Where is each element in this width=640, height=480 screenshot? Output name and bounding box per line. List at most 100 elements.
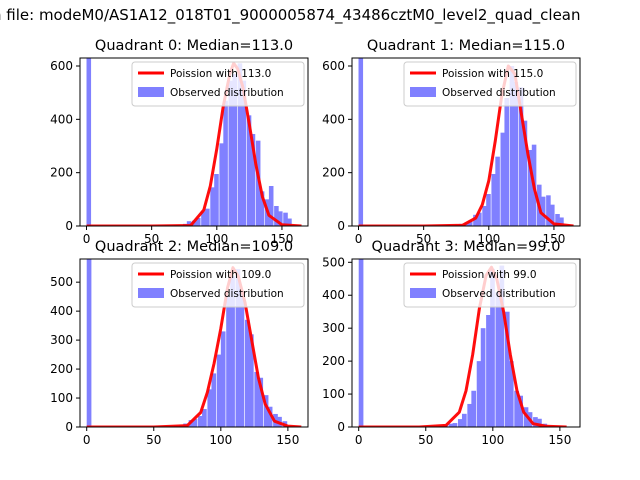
legend-frame	[403, 61, 577, 107]
histogram-bar	[490, 268, 495, 427]
histogram-bar	[263, 395, 269, 427]
histogram-bar	[467, 220, 473, 226]
axes-frame	[79, 258, 309, 428]
y-tick-label: 100	[322, 387, 345, 401]
histogram-bar	[452, 423, 458, 427]
legend: Poission with 109.0 Observed distribution	[131, 262, 305, 308]
histogram-bar	[228, 80, 234, 226]
x-tick-label: 150	[276, 433, 299, 447]
histogram-bar	[491, 174, 496, 226]
y-tick-label: 600	[50, 59, 73, 73]
histogram-bar	[274, 206, 279, 226]
y-tick-label: 200	[50, 362, 73, 376]
histogram-bar	[201, 211, 206, 226]
histogram-bar	[500, 132, 506, 226]
histogram-bar	[473, 214, 478, 226]
histogram-bar	[202, 409, 207, 427]
legend-curve-label: Poission with 99.0	[442, 269, 537, 281]
histogram-bar	[486, 315, 491, 427]
y-tick-label: 400	[50, 112, 73, 126]
histogram-bar	[461, 413, 467, 427]
histogram-bar	[246, 115, 252, 226]
y-tick-label: 100	[50, 391, 73, 405]
subplot-title: Quadrant 1: Median=115.0	[367, 38, 565, 54]
y-tick-label: 300	[322, 321, 345, 335]
x-tick-label: 150	[270, 232, 293, 246]
histogram-bar	[214, 174, 219, 226]
y-tick-label: 0	[337, 420, 345, 434]
histogram-bar	[518, 87, 524, 226]
histogram-bar	[480, 328, 486, 427]
histogram-bar	[467, 403, 473, 427]
histogram-bar	[482, 206, 487, 226]
histogram-bar	[267, 406, 273, 427]
x-tick-label: 0	[355, 232, 363, 246]
y-tick-label: 500	[322, 255, 345, 269]
subplot-title: Quadrant 0: Median=113.0	[95, 38, 293, 54]
histogram-bar	[546, 195, 551, 226]
axes-frame	[351, 258, 581, 428]
histogram-bar	[358, 259, 364, 427]
histogram-bar	[555, 214, 560, 226]
x-tick-label: 100	[477, 232, 500, 246]
histogram-bar	[207, 389, 213, 427]
histogram-bar	[254, 371, 260, 427]
x-tick-label: 50	[418, 433, 433, 447]
histogram-bar	[504, 311, 510, 427]
y-tick-label: 0	[65, 219, 73, 233]
legend-frame	[131, 262, 305, 308]
quadrant-3-chart: 0 50 100 150 0 100 200 300 400 500 Poission with 9…	[322, 239, 581, 447]
histogram-bar	[471, 390, 477, 427]
histogram-bar	[237, 63, 243, 226]
histogram-bar	[226, 296, 231, 427]
legend-curve-label: Poission with 115.0	[442, 68, 543, 80]
quadrant-2-chart: 0 50 100 150 0 100 200 300 400 500 Poission with 1…	[50, 239, 309, 447]
x-tick-label: 0	[355, 433, 363, 447]
legend-hist-label: Observed distribution	[170, 87, 284, 99]
x-tick-label: 50	[144, 232, 159, 246]
histogram-bar	[244, 319, 250, 427]
legend-curve-label: Poission with 109.0	[170, 269, 271, 281]
histogram-bar	[514, 390, 519, 427]
legend-hist-label: Observed distribution	[170, 288, 284, 300]
histogram-bar	[205, 208, 210, 226]
histogram-bar	[504, 98, 509, 226]
y-tick-label: 200	[322, 166, 345, 180]
x-tick-label: 100	[205, 232, 228, 246]
y-tick-label: 0	[337, 219, 345, 233]
axes-frame	[351, 57, 581, 227]
y-tick-label: 300	[50, 333, 73, 347]
x-tick-label: 100	[481, 433, 504, 447]
histogram-bar	[268, 186, 274, 226]
subplot-title: Quadrant 2: Median=109.0	[95, 239, 293, 255]
axes-frame	[79, 57, 309, 227]
histogram-bar	[509, 66, 515, 226]
x-tick-label: 50	[146, 433, 161, 447]
legend: Poission with 113.0 Observed distribution	[131, 61, 305, 107]
y-tick-label: 200	[50, 166, 73, 180]
y-tick-label: 500	[50, 275, 73, 289]
histogram-bar	[232, 74, 237, 226]
histogram-bar	[477, 212, 482, 226]
histogram-bar	[287, 218, 292, 226]
histogram-bar	[283, 212, 288, 226]
x-tick-label: 150	[542, 232, 565, 246]
histogram-bar	[559, 217, 564, 226]
x-tick-label: 150	[548, 433, 571, 447]
histogram-bar	[220, 331, 226, 427]
legend-curve-label: Poission with 113.0	[170, 68, 271, 80]
legend-bar-swatch	[410, 288, 436, 298]
legend: Poission with 99.0 Observed distribution	[403, 262, 577, 308]
histogram-bar	[513, 82, 519, 226]
legend-frame	[403, 262, 577, 308]
histogram-bar	[486, 194, 491, 226]
histogram-bar	[550, 204, 555, 226]
histogram-bar	[499, 265, 505, 427]
histogram-bar	[241, 80, 247, 226]
subplot-title: Quadrant 3: Median=99.0	[372, 239, 561, 255]
histogram-bar	[448, 423, 454, 427]
histogram-bar	[248, 334, 254, 427]
histogram-bar	[216, 354, 222, 427]
quadrant-0-chart: 0 50 100 150 0 200 400 600 Poission with 113.0 Ob…	[50, 38, 309, 246]
histogram-bar	[508, 361, 514, 427]
